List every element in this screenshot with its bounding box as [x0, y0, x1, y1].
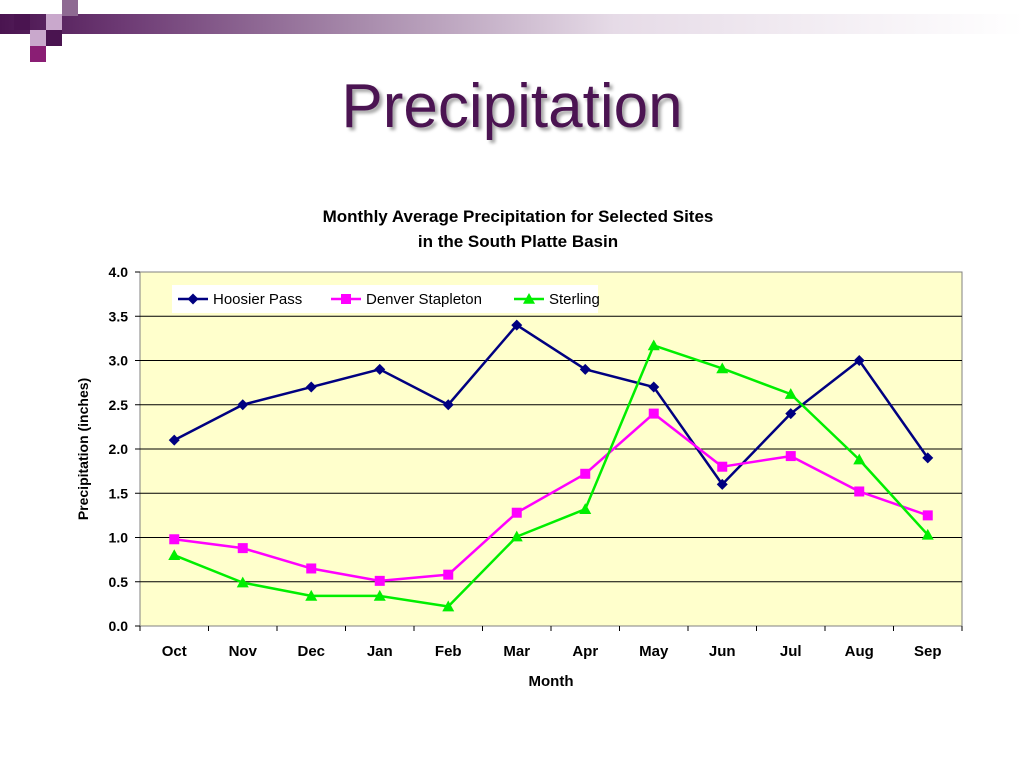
x-axis-label: Month — [529, 673, 574, 690]
data-point-sterling — [373, 589, 386, 601]
y-tick-label: 1.5 — [109, 485, 129, 501]
data-point-sterling — [442, 600, 455, 612]
data-point-denver-stapleton — [511, 507, 522, 518]
x-tick-label: Jul — [780, 643, 802, 660]
header-gradient-bar — [0, 14, 1024, 34]
data-point-hoosier-pass — [168, 434, 180, 446]
x-tick-label: Apr — [572, 643, 598, 660]
x-tick-label: Aug — [845, 643, 874, 660]
decor-square — [46, 14, 62, 30]
y-tick-label: 3.5 — [109, 308, 129, 324]
data-point-sterling — [647, 339, 660, 351]
data-point-denver-stapleton — [306, 563, 317, 574]
data-point-denver-stapleton — [922, 510, 933, 521]
chart-title-line1: Monthly Average Precipitation for Select… — [323, 207, 714, 226]
data-point-hoosier-pass — [237, 399, 249, 411]
legend-label-hoosier-pass: Hoosier Pass — [213, 291, 302, 308]
data-point-sterling — [236, 576, 249, 588]
data-point-denver-stapleton — [785, 451, 796, 462]
data-point-hoosier-pass — [511, 319, 523, 331]
x-tick-label: Nov — [229, 643, 258, 660]
series-line-denver-stapleton — [174, 412, 929, 583]
data-point-sterling — [579, 503, 592, 514]
decor-square — [14, 14, 30, 30]
data-point-denver-stapleton — [854, 486, 865, 497]
data-point-hoosier-pass — [305, 381, 317, 393]
data-point-hoosier-pass — [442, 399, 454, 411]
x-tick-label: Feb — [435, 643, 462, 660]
y-tick-label: 3.0 — [109, 353, 129, 369]
y-tick-label: 1.0 — [109, 530, 129, 546]
x-tick-label: Oct — [162, 643, 187, 660]
y-tick-label: 0.0 — [109, 618, 129, 634]
decor-square — [30, 30, 46, 46]
y-tick-label: 2.0 — [109, 441, 129, 457]
slide-title: Precipitation — [341, 72, 683, 141]
data-point-hoosier-pass — [785, 408, 797, 420]
decor-square — [62, 0, 78, 16]
data-point-sterling — [168, 549, 181, 560]
data-point-hoosier-pass — [716, 478, 728, 490]
x-tick-label: Jan — [367, 643, 393, 660]
legend-marker-sterling — [523, 293, 535, 304]
data-point-sterling — [305, 589, 318, 601]
data-point-hoosier-pass — [579, 363, 591, 375]
y-axis-label: Precipitation (inches) — [75, 378, 91, 520]
legend-label-denver-stapleton: Denver Stapleton — [366, 291, 482, 308]
data-point-denver-stapleton — [237, 543, 248, 554]
x-tick-label: Jun — [709, 643, 736, 660]
y-tick-label: 4.0 — [109, 264, 129, 280]
x-tick-label: May — [639, 643, 669, 660]
data-point-sterling — [921, 528, 934, 540]
data-point-denver-stapleton — [648, 408, 659, 419]
decor-square — [46, 30, 62, 46]
data-point-hoosier-pass — [648, 381, 660, 393]
data-point-denver-stapleton — [717, 461, 728, 472]
legend-marker-denver-stapleton — [341, 294, 351, 304]
data-point-denver-stapleton — [374, 575, 385, 586]
data-point-sterling — [853, 453, 866, 465]
x-tick-label: Dec — [297, 643, 325, 660]
data-point-sterling — [716, 362, 729, 374]
legend-marker-hoosier-pass — [187, 293, 199, 305]
data-point-sterling — [784, 388, 797, 399]
chart-legend: Hoosier Pass Denver Stapleton Sterling — [172, 285, 600, 313]
data-point-denver-stapleton — [443, 569, 454, 580]
data-point-denver-stapleton — [580, 468, 591, 479]
chart-title-line2: in the South Platte Basin — [418, 232, 618, 251]
y-tick-label: 0.5 — [109, 574, 129, 590]
data-point-sterling — [510, 530, 523, 542]
legend-label-sterling: Sterling — [549, 291, 600, 308]
data-point-hoosier-pass — [853, 355, 865, 366]
data-point-hoosier-pass — [374, 363, 386, 375]
series-line-sterling — [173, 344, 929, 608]
x-tick-label: Mar — [503, 643, 530, 660]
data-point-denver-stapleton — [169, 534, 180, 545]
data-point-hoosier-pass — [922, 452, 934, 464]
decor-square — [30, 46, 46, 62]
x-tick-label: Sep — [914, 643, 942, 660]
y-tick-label: 2.5 — [109, 397, 129, 413]
